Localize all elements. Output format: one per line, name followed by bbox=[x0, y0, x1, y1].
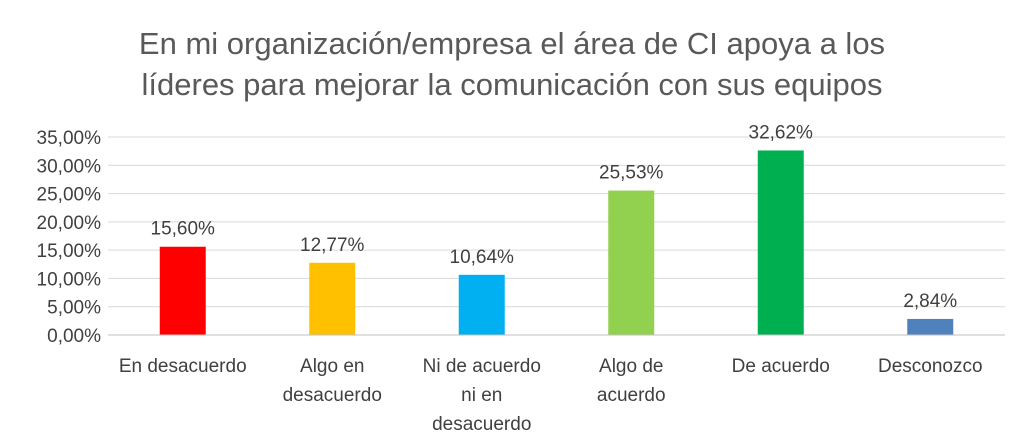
y-tick-label: 30,00% bbox=[37, 156, 102, 177]
y-tick-label: 15,00% bbox=[37, 241, 102, 262]
chart-title-line-1: En mi organización/empresa el área de CI… bbox=[139, 26, 885, 61]
category-label: Desconozco bbox=[878, 356, 983, 377]
bar bbox=[159, 246, 206, 335]
category-label: Ni de acuerdo bbox=[423, 356, 541, 377]
y-tick-label: 5,00% bbox=[47, 298, 101, 319]
data-label: 32,62% bbox=[749, 122, 814, 143]
data-label: 12,77% bbox=[300, 235, 365, 256]
bar bbox=[458, 274, 505, 335]
bar bbox=[309, 262, 356, 335]
x-axis-category-labels: En desacuerdo Algo en desacuerdo Ni de acue… bbox=[119, 356, 983, 435]
bars bbox=[159, 150, 954, 335]
y-tick-label: 35,00% bbox=[37, 128, 102, 149]
data-label: 10,64% bbox=[450, 247, 515, 268]
category-label: Algo en bbox=[300, 356, 364, 377]
category-label: acuerdo bbox=[597, 385, 666, 406]
category-label: desacuerdo bbox=[283, 385, 382, 406]
bar bbox=[608, 190, 655, 335]
y-tick-label: 0,00% bbox=[47, 326, 101, 347]
data-label: 2,84% bbox=[903, 291, 957, 312]
bar bbox=[757, 150, 804, 335]
data-labels: 15,60% 12,77% 10,64% 25,53% 32,62% 2,84% bbox=[151, 122, 958, 311]
y-tick-label: 25,00% bbox=[37, 185, 102, 206]
data-label: 25,53% bbox=[599, 163, 664, 184]
category-label: ni en bbox=[461, 385, 502, 406]
category-label: desacuerdo bbox=[432, 414, 531, 435]
data-label: 15,60% bbox=[151, 219, 216, 240]
category-label: De acuerdo bbox=[732, 356, 830, 377]
category-label: Algo de bbox=[599, 356, 663, 377]
gridlines bbox=[108, 136, 1005, 308]
chart-title-line-2: líderes para mejorar la comunicación con… bbox=[142, 67, 883, 102]
y-tick-label: 10,00% bbox=[37, 269, 102, 290]
y-tick-label: 20,00% bbox=[37, 213, 102, 234]
y-axis-tick-labels: 0,00% 5,00% 10,00% 15,00% 20,00% 25,00% 30,00%… bbox=[37, 128, 102, 347]
bar bbox=[907, 318, 954, 335]
category-label: En desacuerdo bbox=[119, 356, 247, 377]
